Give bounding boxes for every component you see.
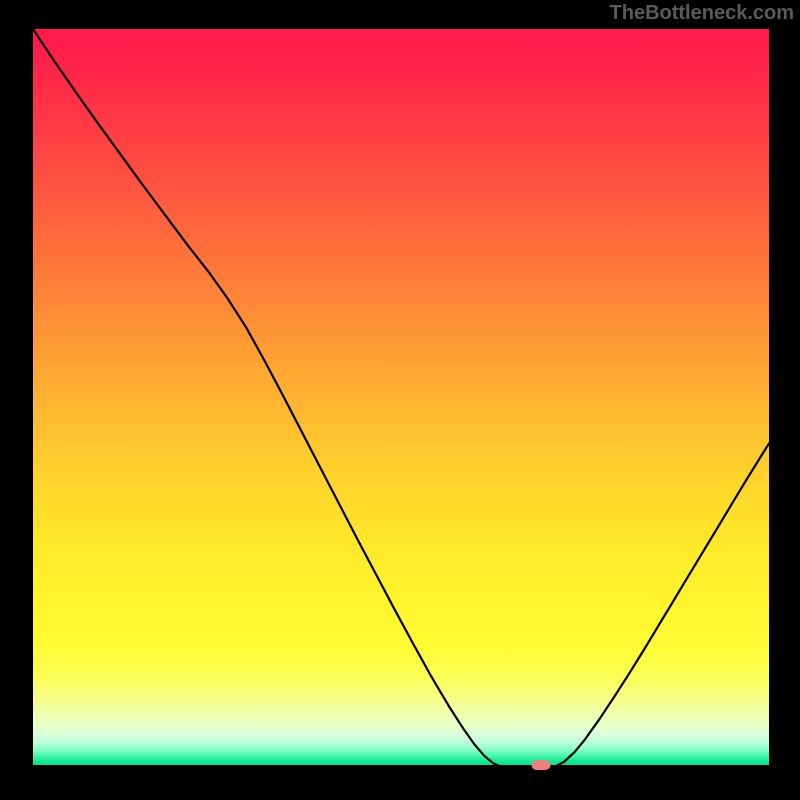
- curve-layer: [33, 29, 769, 769]
- bottleneck-curve: [33, 29, 769, 769]
- plot-area: [33, 29, 769, 769]
- watermark-text: TheBottleneck.com: [610, 2, 794, 25]
- chart-container: TheBottleneck.com: [0, 0, 800, 800]
- optimum-marker: [531, 760, 550, 770]
